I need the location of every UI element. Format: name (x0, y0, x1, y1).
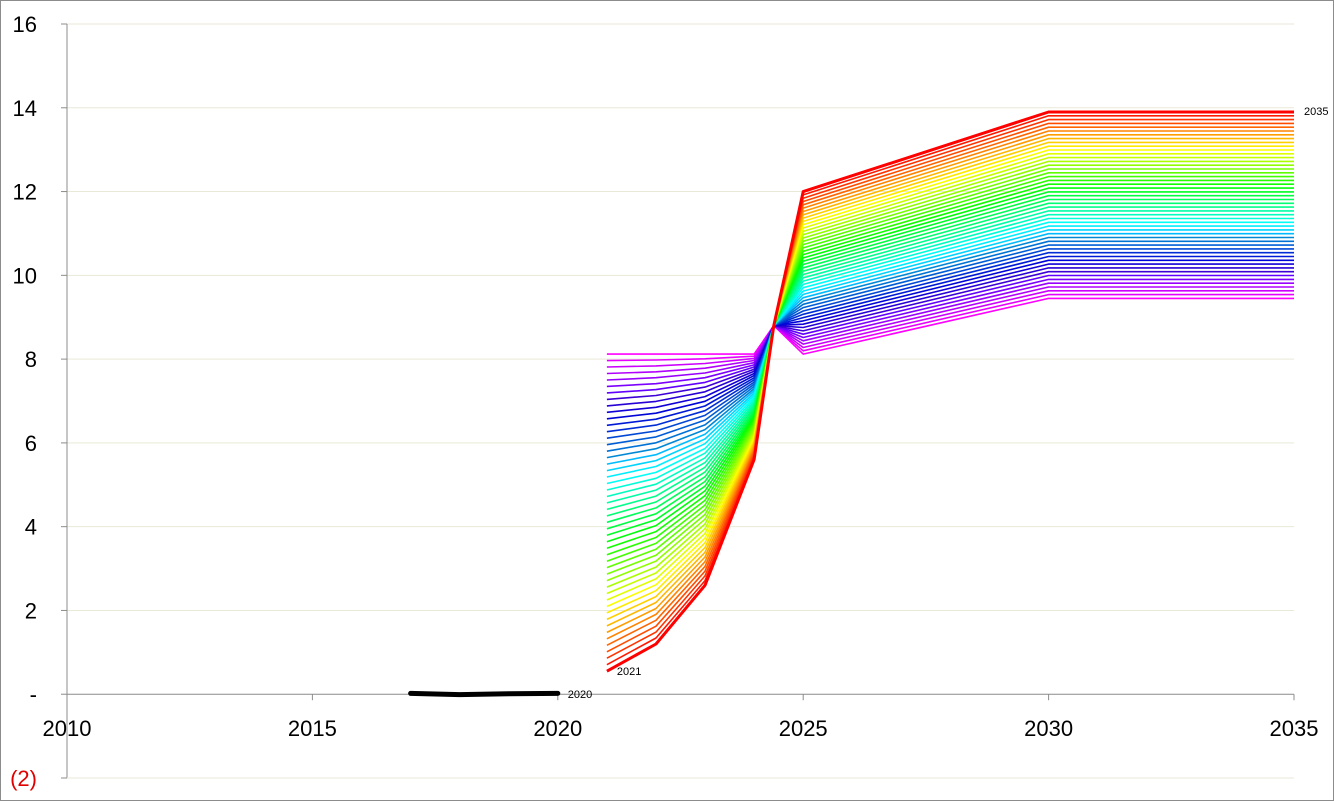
y-tick-label: 6 (25, 431, 37, 456)
history-line (408, 690, 561, 698)
y-tick-label: (2) (10, 766, 37, 791)
axes (61, 23, 1295, 779)
x-tick-label: 2025 (779, 716, 828, 741)
scenario-line (606, 110, 1294, 673)
y-tick-label: - (30, 682, 37, 707)
scenario-line (606, 255, 1294, 427)
y-tick-label: 16 (13, 12, 37, 37)
y-tick-label: 8 (25, 347, 37, 372)
scenario-line (606, 286, 1294, 375)
y-tick-label: 12 (13, 180, 37, 205)
scenario-line (606, 293, 1294, 362)
scenario-line (606, 221, 1294, 485)
gridlines (67, 23, 1294, 611)
scenario-line (606, 210, 1294, 504)
x-tick-label: 2030 (1024, 716, 1073, 741)
y-tick-label: 10 (13, 263, 37, 288)
scenario-line (606, 274, 1294, 394)
y-tick-label: 14 (13, 96, 37, 121)
y-tick-label: 4 (25, 515, 37, 540)
x-tick-label: 2020 (533, 716, 582, 741)
x-tick-label: 2010 (43, 716, 92, 741)
series-label: 2020 (568, 689, 592, 701)
series-group (408, 110, 1294, 698)
x-tick-label: 2035 (1270, 716, 1319, 741)
series-label: 2035 (1304, 106, 1328, 118)
annotations: 2020 2021 2035 (568, 106, 1329, 701)
y-tick-label: 2 (25, 598, 37, 623)
series-label: 2021 (617, 666, 641, 678)
scenario-line (606, 172, 1294, 569)
tick-labels: (2) - 2 4 6 8 10 12 14 16 2010 2015 2020 2025 2030 2035 (10, 12, 1318, 791)
x-tick-label: 2015 (288, 716, 337, 741)
scenario-line (606, 240, 1294, 452)
